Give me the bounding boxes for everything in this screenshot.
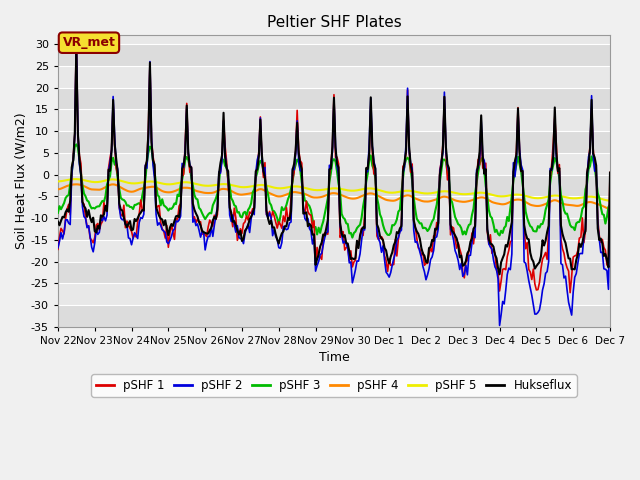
pSHF 1 (54, 246, 62, 252)
pSHF 4 (54, 186, 62, 192)
pSHF 4 (606, 206, 614, 212)
pSHF 3 (390, 222, 397, 228)
pSHF 4 (370, 191, 378, 197)
pSHF 3 (158, 196, 166, 202)
Bar (58, 131, 610, 153)
pSHF 2 (541, 270, 549, 276)
pSHF 2 (401, 164, 408, 170)
pSHF 5 (71, 176, 79, 182)
Title: Peltier SHF Plates: Peltier SHF Plates (267, 15, 401, 30)
pSHF 3 (72, 142, 80, 147)
pSHF 5 (370, 186, 378, 192)
Hukseflux (158, 216, 166, 222)
pSHF 3 (606, 202, 614, 207)
Line: Hukseflux: Hukseflux (58, 47, 610, 275)
pSHF 4 (401, 193, 408, 199)
Hukseflux (69, 157, 77, 163)
Line: pSHF 2: pSHF 2 (58, 39, 610, 325)
pSHF 2 (606, 178, 614, 183)
pSHF 4 (388, 198, 396, 204)
pSHF 1 (566, 290, 574, 296)
pSHF 1 (401, 161, 408, 167)
pSHF 5 (401, 188, 408, 194)
pSHF 4 (72, 181, 80, 187)
Line: pSHF 3: pSHF 3 (58, 144, 610, 238)
pSHF 5 (388, 190, 396, 195)
Hukseflux (401, 159, 408, 165)
pSHF 2 (69, 157, 77, 163)
pSHF 5 (54, 179, 62, 184)
Bar (58, 44, 610, 66)
Line: pSHF 1: pSHF 1 (58, 35, 610, 293)
pSHF 1 (72, 32, 80, 37)
Bar (58, 305, 610, 327)
pSHF 2 (54, 245, 62, 251)
Bar (58, 175, 610, 196)
Bar (58, 218, 610, 240)
Text: VR_met: VR_met (63, 36, 115, 49)
pSHF 1 (540, 253, 548, 259)
pSHF 5 (158, 180, 166, 186)
Bar (58, 87, 610, 109)
pSHF 2 (370, 158, 378, 164)
Line: pSHF 4: pSHF 4 (58, 184, 610, 209)
pSHF 2 (158, 227, 166, 233)
X-axis label: Time: Time (319, 351, 349, 364)
pSHF 2 (388, 262, 396, 268)
pSHF 3 (402, 157, 410, 163)
pSHF 4 (69, 181, 77, 187)
Line: pSHF 5: pSHF 5 (58, 179, 610, 201)
pSHF 4 (158, 188, 166, 194)
pSHF 2 (496, 323, 504, 328)
Legend: pSHF 1, pSHF 2, pSHF 3, pSHF 4, pSHF 5, Hukseflux: pSHF 1, pSHF 2, pSHF 3, pSHF 4, pSHF 5, … (92, 374, 577, 396)
pSHF 1 (158, 226, 166, 232)
pSHF 1 (69, 154, 77, 159)
pSHF 1 (370, 171, 378, 177)
Hukseflux (72, 44, 80, 50)
Hukseflux (541, 238, 549, 243)
Bar (58, 262, 610, 283)
pSHF 1 (388, 262, 396, 268)
pSHF 1 (606, 169, 614, 175)
pSHF 3 (349, 235, 356, 240)
pSHF 5 (540, 194, 548, 200)
Hukseflux (606, 170, 614, 176)
pSHF 5 (606, 198, 614, 204)
Hukseflux (496, 272, 504, 277)
Y-axis label: Soil Heat Flux (W/m2): Soil Heat Flux (W/m2) (15, 113, 28, 250)
pSHF 5 (69, 176, 77, 182)
Hukseflux (370, 161, 378, 167)
pSHF 3 (69, 156, 77, 161)
Hukseflux (388, 250, 396, 255)
pSHF 3 (54, 210, 62, 216)
pSHF 3 (541, 207, 549, 213)
pSHF 4 (540, 202, 548, 207)
pSHF 3 (372, 176, 380, 181)
pSHF 2 (72, 36, 80, 42)
Hukseflux (54, 219, 62, 225)
